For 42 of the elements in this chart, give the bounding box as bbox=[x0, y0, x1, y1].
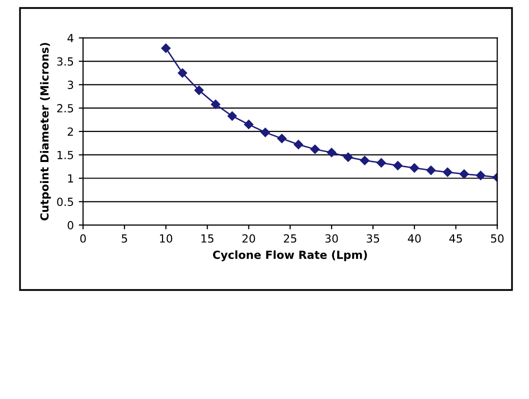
x-tick-label: 0 bbox=[80, 234, 86, 243]
x-tick-label: 30 bbox=[325, 234, 338, 243]
x-tick-label: 40 bbox=[408, 234, 421, 243]
point bbox=[194, 86, 204, 95]
point bbox=[426, 166, 436, 175]
x-tick-label: 45 bbox=[449, 234, 462, 243]
x-tick-label: 15 bbox=[201, 234, 214, 243]
x-tick-label: 50 bbox=[491, 234, 504, 243]
x-axis-title: Cyclone Flow Rate (Lpm) bbox=[212, 250, 367, 262]
point bbox=[277, 134, 286, 144]
point bbox=[228, 111, 237, 121]
point bbox=[178, 68, 188, 78]
point bbox=[442, 168, 452, 177]
y-tick-label: 3.5 bbox=[57, 57, 74, 66]
y-tick-label: 1 bbox=[68, 174, 73, 182]
point bbox=[161, 44, 171, 53]
point bbox=[376, 158, 386, 168]
y-tick-label: 2.5 bbox=[57, 104, 74, 112]
point bbox=[344, 152, 353, 162]
y-tick-label: 4 bbox=[68, 34, 74, 42]
x-tick-label: 20 bbox=[242, 234, 256, 243]
x-tick-label: 10 bbox=[160, 234, 172, 243]
y-tick-label: 1.5 bbox=[58, 150, 74, 160]
y-tick-label: 3 bbox=[68, 80, 74, 90]
point bbox=[210, 100, 220, 109]
point bbox=[326, 148, 336, 158]
point bbox=[476, 170, 486, 180]
x-tick-label: 25 bbox=[284, 234, 296, 243]
point bbox=[260, 128, 270, 138]
y-axis-title: Cutpoint Diameter (Microns) bbox=[40, 42, 51, 220]
point bbox=[294, 140, 304, 150]
point bbox=[244, 120, 254, 130]
point bbox=[410, 163, 420, 173]
point bbox=[310, 144, 320, 154]
point bbox=[393, 161, 402, 170]
point bbox=[360, 156, 370, 166]
point bbox=[460, 169, 469, 179]
x-tick-label: 35 bbox=[366, 234, 380, 243]
x-tick-label: 5 bbox=[122, 234, 128, 243]
y-tick-label: 0.5 bbox=[57, 198, 74, 206]
y-tick-label: 2 bbox=[68, 127, 73, 136]
y-tick-label: 0 bbox=[68, 221, 74, 230]
